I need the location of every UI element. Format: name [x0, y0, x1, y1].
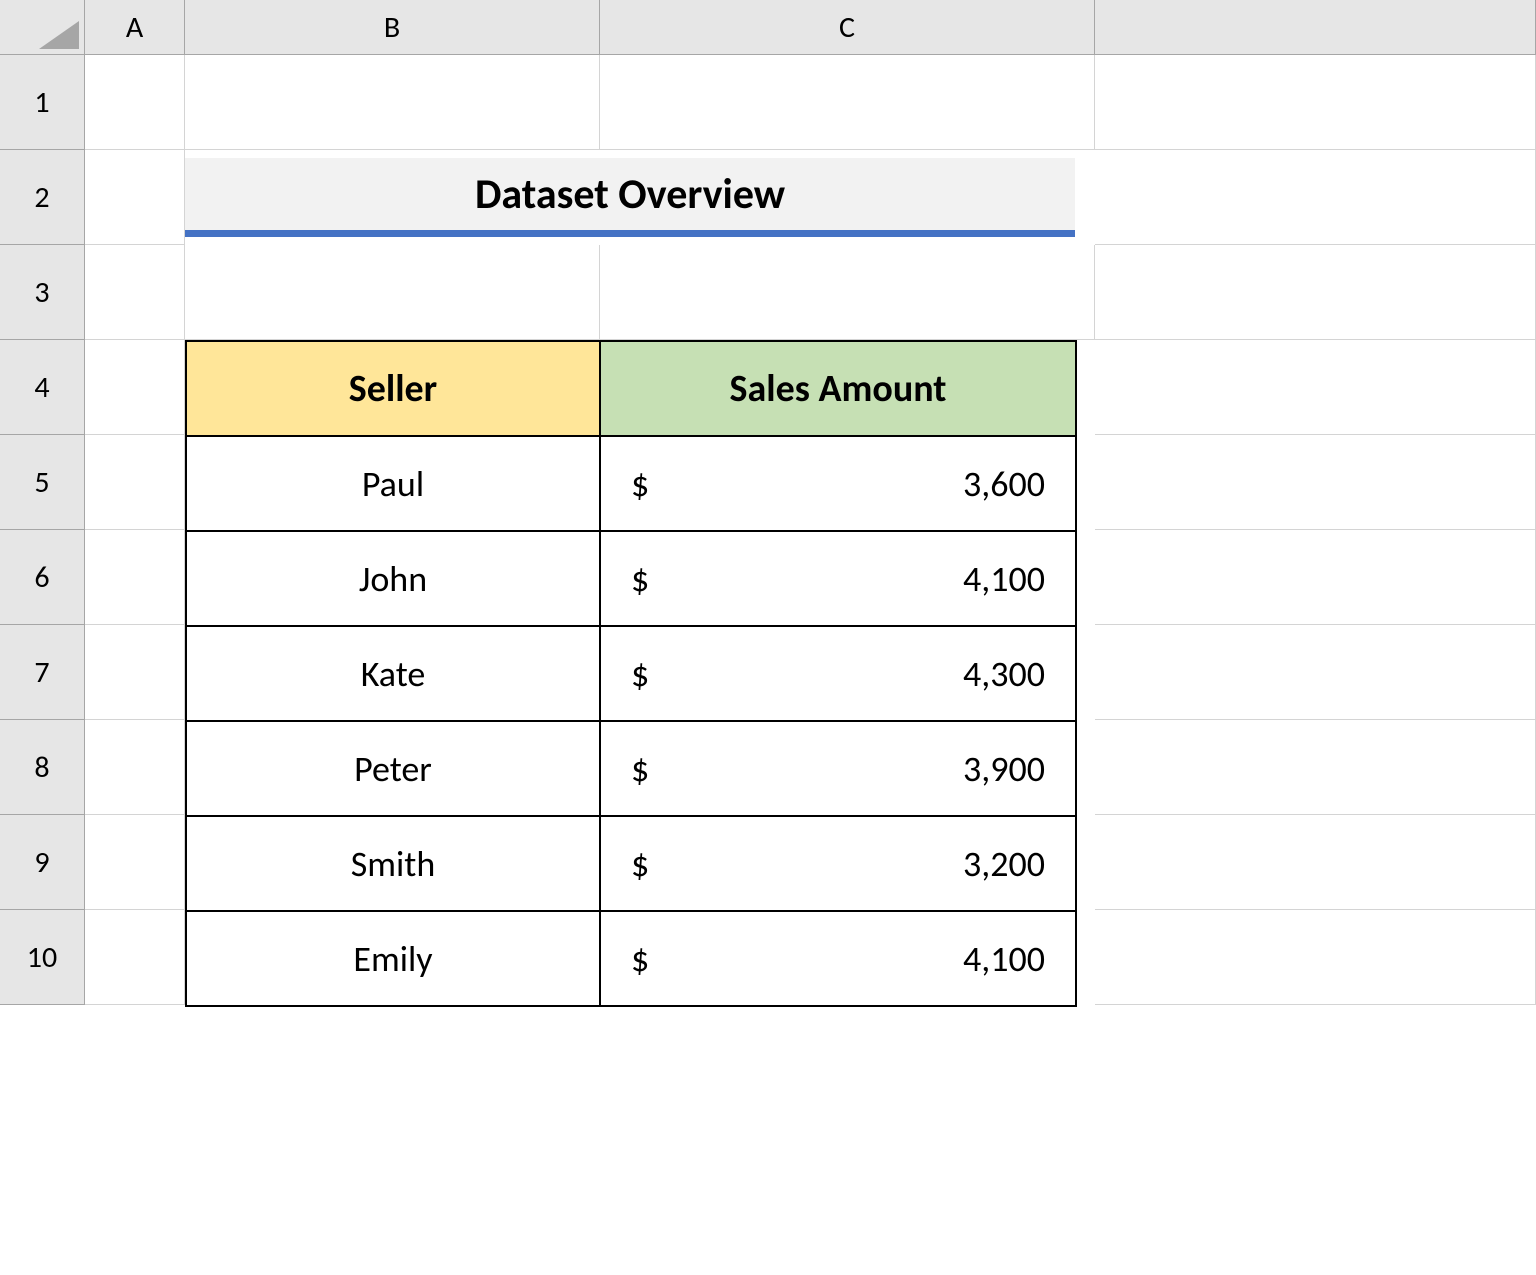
- seller-cell[interactable]: Emily: [186, 911, 600, 1006]
- amount-cell[interactable]: $ 4,100: [600, 531, 1076, 626]
- table-row[interactable]: Kate $ 4,300: [186, 626, 1076, 721]
- amount-value: 4,100: [963, 557, 1045, 601]
- select-all-corner[interactable]: [0, 0, 85, 55]
- row-header-5[interactable]: 5: [0, 435, 85, 530]
- row-header-4[interactable]: 4: [0, 340, 85, 435]
- table-row[interactable]: Paul $ 3,600: [186, 436, 1076, 531]
- row-header-8[interactable]: 8: [0, 720, 85, 815]
- currency-symbol: $: [631, 652, 649, 696]
- amount-value: 3,900: [963, 747, 1045, 791]
- col-header-b[interactable]: B: [185, 0, 600, 55]
- amount-cell[interactable]: $ 4,300: [600, 626, 1076, 721]
- currency-symbol: $: [631, 747, 649, 791]
- cell-d9[interactable]: [1095, 815, 1536, 910]
- cell-a6[interactable]: [85, 530, 185, 625]
- row-header-9[interactable]: 9: [0, 815, 85, 910]
- col-header-c[interactable]: C: [600, 0, 1095, 55]
- cell-a10[interactable]: [85, 910, 185, 1005]
- row-header-7[interactable]: 7: [0, 625, 85, 720]
- header-amount[interactable]: Sales Amount: [600, 341, 1076, 436]
- amount-cell[interactable]: $ 3,600: [600, 436, 1076, 531]
- table-row[interactable]: Peter $ 3,900: [186, 721, 1076, 816]
- cell-d6[interactable]: [1095, 530, 1536, 625]
- cell-b3[interactable]: [185, 245, 600, 340]
- amount-value: 3,200: [963, 842, 1045, 886]
- cell-a9[interactable]: [85, 815, 185, 910]
- row-header-6[interactable]: 6: [0, 530, 85, 625]
- cell-d7[interactable]: [1095, 625, 1536, 720]
- header-seller[interactable]: Seller: [186, 341, 600, 436]
- currency-symbol: $: [631, 557, 649, 601]
- cell-a4[interactable]: [85, 340, 185, 435]
- table-header-row: Seller Sales Amount: [186, 341, 1076, 436]
- amount-cell[interactable]: $ 3,200: [600, 816, 1076, 911]
- cell-d5[interactable]: [1095, 435, 1536, 530]
- seller-cell[interactable]: Smith: [186, 816, 600, 911]
- seller-cell[interactable]: Peter: [186, 721, 600, 816]
- currency-symbol: $: [631, 842, 649, 886]
- cell-d8[interactable]: [1095, 720, 1536, 815]
- row-header-2[interactable]: 2: [0, 150, 85, 245]
- cell-d2[interactable]: [1095, 150, 1536, 245]
- cell-a2[interactable]: [85, 150, 185, 245]
- dataset-title: Dataset Overview: [185, 158, 1075, 237]
- amount-cell[interactable]: $ 4,100: [600, 911, 1076, 1006]
- cell-a1[interactable]: [85, 55, 185, 150]
- amount-value: 3,600: [963, 462, 1045, 506]
- cell-d1[interactable]: [1095, 55, 1536, 150]
- table-body: Paul $ 3,600 John $ 4,100: [186, 436, 1076, 1006]
- data-table-area: Seller Sales Amount Paul $ 3,600 John: [185, 340, 1095, 1005]
- cell-c1[interactable]: [600, 55, 1095, 150]
- seller-cell[interactable]: John: [186, 531, 600, 626]
- seller-cell[interactable]: Paul: [186, 436, 600, 531]
- col-header-blank[interactable]: [1095, 0, 1536, 55]
- currency-symbol: $: [631, 937, 649, 981]
- spreadsheet: A B C 1 2 Dataset Overview 3 4 Seller Sa…: [0, 0, 1536, 1005]
- cell-a5[interactable]: [85, 435, 185, 530]
- amount-value: 4,300: [963, 652, 1045, 696]
- table-row[interactable]: Emily $ 4,100: [186, 911, 1076, 1006]
- cell-d3[interactable]: [1095, 245, 1536, 340]
- sales-table: Seller Sales Amount Paul $ 3,600 John: [185, 340, 1077, 1007]
- cell-d4[interactable]: [1095, 340, 1536, 435]
- seller-cell[interactable]: Kate: [186, 626, 600, 721]
- cell-a8[interactable]: [85, 720, 185, 815]
- row-header-3[interactable]: 3: [0, 245, 85, 340]
- row-header-1[interactable]: 1: [0, 55, 85, 150]
- row-header-10[interactable]: 10: [0, 910, 85, 1005]
- cell-a3[interactable]: [85, 245, 185, 340]
- table-row[interactable]: John $ 4,100: [186, 531, 1076, 626]
- cell-d10[interactable]: [1095, 910, 1536, 1005]
- amount-cell[interactable]: $ 3,900: [600, 721, 1076, 816]
- amount-value: 4,100: [963, 937, 1045, 981]
- table-row[interactable]: Smith $ 3,200: [186, 816, 1076, 911]
- cell-a7[interactable]: [85, 625, 185, 720]
- currency-symbol: $: [631, 462, 649, 506]
- cell-c3[interactable]: [600, 245, 1095, 340]
- cell-b1[interactable]: [185, 55, 600, 150]
- title-merged-cell[interactable]: Dataset Overview: [185, 150, 1095, 245]
- col-header-a[interactable]: A: [85, 0, 185, 55]
